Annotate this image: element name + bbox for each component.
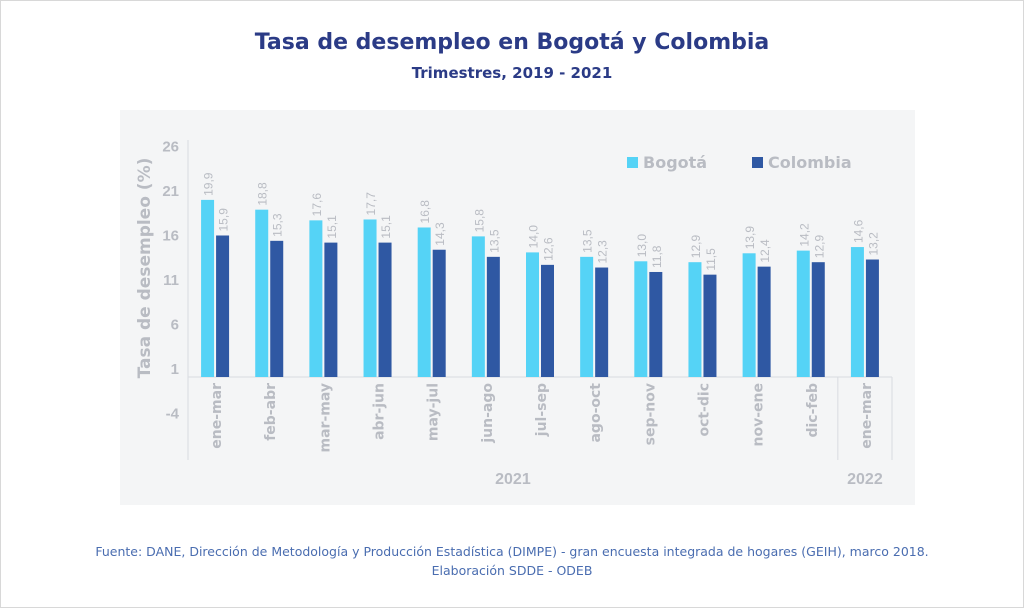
data-label: 15,3 (271, 213, 285, 237)
x-tick-label: may-jul (426, 383, 442, 441)
bar-colombia (703, 274, 717, 377)
data-label: 11,8 (650, 245, 664, 268)
data-label: 12,6 (542, 237, 556, 261)
x-tick-label: sep-nov (642, 383, 658, 445)
bar-colombia (811, 262, 825, 377)
bar-bogot (742, 253, 756, 377)
data-label: 12,4 (758, 239, 772, 263)
data-label: 17,6 (310, 193, 324, 217)
data-label: 13,5 (581, 229, 595, 253)
bar-colombia (432, 249, 446, 377)
data-label: 11,5 (704, 248, 718, 271)
y-tick-label: 11 (163, 272, 179, 289)
bar-bogot (796, 250, 810, 377)
bar-bogot (201, 199, 215, 377)
legend-label: Colombia (768, 153, 852, 172)
bar-colombia (378, 242, 392, 377)
bar-colombia (541, 264, 554, 377)
source-note: Fuente: DANE, Dirección de Metodología y… (0, 542, 1024, 580)
bar-bogot (255, 209, 269, 377)
data-label: 14,6 (851, 219, 865, 243)
y-tick-label: 1 (171, 361, 179, 378)
x-tick-label: jul-sep (534, 383, 550, 437)
x-tick-label: ene-mar (209, 383, 225, 449)
bar-colombia (486, 256, 500, 377)
bar-bogot (526, 252, 539, 377)
chart-subtitle: Trimestres, 2019 - 2021 (411, 64, 613, 82)
group-label: 2022 (847, 471, 883, 488)
data-label: 12,9 (689, 235, 703, 259)
bar-colombia (216, 235, 230, 377)
bar-bogot (850, 247, 864, 377)
y-tick-label: -4 (166, 406, 180, 423)
bar-bogot (363, 219, 377, 377)
x-tick-label: jun-ago (480, 383, 496, 444)
data-label: 13,0 (635, 234, 649, 258)
bar-colombia (649, 271, 663, 377)
data-label: 13,5 (487, 229, 501, 253)
bar-bogot (471, 236, 485, 377)
bar-colombia (595, 267, 609, 377)
data-label: 18,8 (256, 182, 270, 206)
data-label: 19,9 (202, 172, 216, 196)
x-tick-label: mar-may (317, 383, 333, 452)
y-tick-label: 16 (162, 228, 179, 245)
bar-bogot (417, 227, 431, 377)
bar-bogot (309, 220, 323, 377)
credit-line: Elaboración SDDE - ODEB (431, 563, 593, 578)
x-tick-label: dic-feb (805, 383, 821, 438)
bar-colombia (270, 240, 284, 377)
data-label: 12,3 (596, 240, 610, 264)
data-label: 15,1 (379, 215, 393, 239)
data-label: 14,3 (433, 222, 447, 246)
bar-bogot (580, 256, 594, 377)
chart-panel (120, 110, 915, 505)
legend-swatch (752, 157, 763, 168)
y-tick-label: 6 (171, 317, 179, 334)
group-label: 2021 (495, 471, 531, 488)
data-label: 15,9 (217, 208, 231, 232)
data-label: 13,9 (743, 226, 757, 250)
data-label: 12,9 (812, 235, 826, 259)
legend-label: Bogotá (643, 153, 707, 172)
y-axis-title: Tasa de desempleo (%) (135, 158, 155, 379)
bar-bogot (634, 261, 648, 377)
x-tick-label: oct-dic (696, 383, 712, 437)
source-line: Fuente: DANE, Dirección de Metodología y… (95, 544, 929, 559)
bar-bogot (688, 262, 702, 377)
data-label: 17,7 (364, 192, 378, 216)
data-label: 13,2 (866, 232, 880, 256)
y-tick-label: 21 (162, 183, 179, 200)
bar-colombia (757, 266, 771, 377)
chart-title: Tasa de desempleo en Bogotá y Colombia (254, 30, 770, 55)
data-label: 15,1 (325, 215, 339, 239)
x-tick-label: feb-abr (263, 383, 279, 441)
data-label: 14,0 (527, 225, 541, 249)
data-label: 14,2 (797, 223, 811, 247)
data-label: 15,8 (472, 209, 486, 233)
y-tick-label: 26 (162, 139, 179, 156)
legend-swatch (627, 157, 638, 168)
data-label: 16,8 (418, 200, 432, 224)
x-tick-label: nov-ene (751, 383, 767, 446)
x-tick-label: ene-mar (859, 383, 875, 449)
bar-colombia (865, 259, 879, 377)
x-tick-label: ago-oct (588, 383, 604, 443)
bar-colombia (324, 242, 338, 377)
x-tick-label: abr-jun (372, 383, 388, 440)
